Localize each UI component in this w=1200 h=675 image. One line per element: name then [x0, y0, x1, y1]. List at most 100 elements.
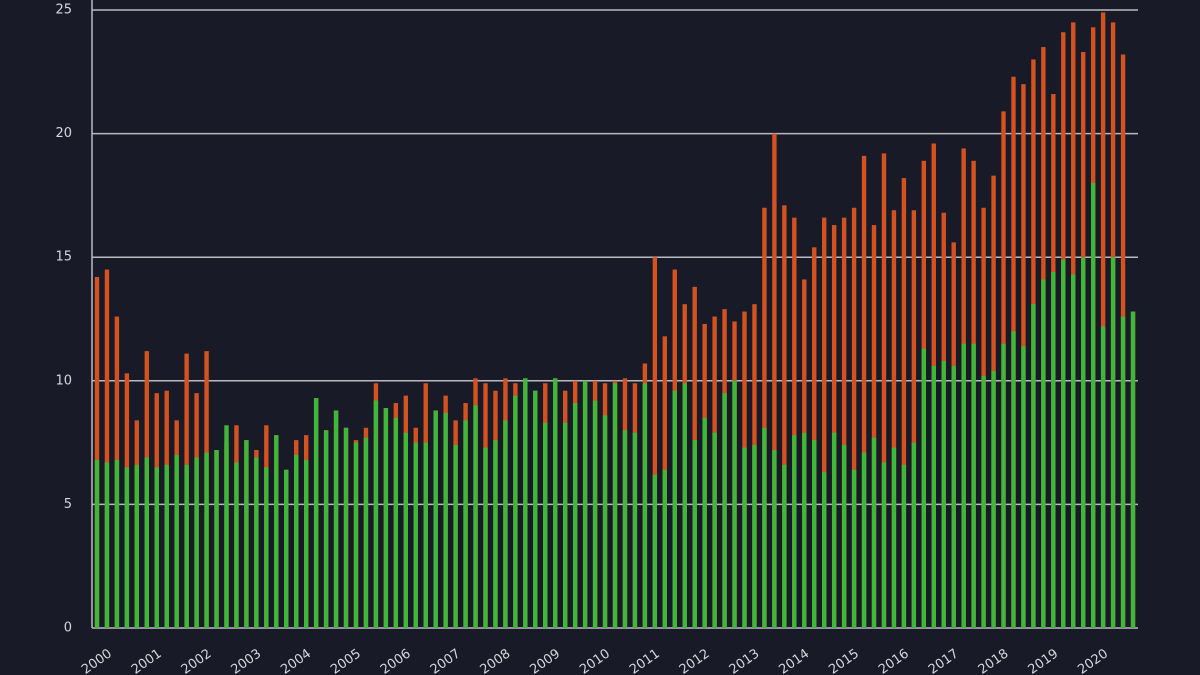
bar [1011, 331, 1016, 628]
x-tick-label: 2010 [577, 646, 613, 675]
bar [851, 207, 857, 628]
bar [841, 217, 847, 628]
bar [881, 153, 887, 628]
bar [234, 462, 239, 628]
x-tick-label: 2016 [876, 646, 912, 675]
bar [553, 378, 558, 628]
bar [762, 427, 767, 628]
bar [891, 447, 897, 628]
bar [513, 395, 518, 628]
bar [991, 370, 996, 628]
bar [313, 398, 319, 628]
bar [104, 462, 110, 628]
bar [652, 474, 658, 628]
bar [792, 435, 797, 628]
bar [762, 207, 767, 628]
x-tick-label: 2013 [727, 646, 763, 675]
bar [802, 432, 807, 628]
x-tick-label: 2003 [229, 646, 265, 675]
bar [503, 420, 508, 628]
x-tick-label: 2014 [776, 646, 812, 675]
x-tick-label: 2011 [627, 646, 663, 675]
bar [353, 442, 359, 628]
bar [911, 442, 917, 628]
bar [921, 348, 927, 628]
bar [961, 343, 966, 628]
bar [772, 133, 777, 628]
y-tick-label: 15 [55, 250, 72, 265]
bar [891, 210, 897, 628]
y-tick-label: 0 [64, 621, 72, 636]
bar [772, 450, 777, 628]
bar [822, 472, 827, 628]
x-tick-label: 2000 [79, 646, 115, 675]
bar [851, 469, 857, 628]
bar [463, 420, 468, 628]
bar [682, 383, 687, 628]
bar [124, 467, 130, 628]
x-tick-label: 2012 [677, 646, 713, 675]
y-tick-label: 20 [55, 126, 72, 141]
x-tick-label: 2005 [328, 646, 364, 675]
bar [901, 464, 907, 628]
x-tick-label: 2020 [1075, 646, 1111, 675]
bar [592, 400, 598, 628]
bar [294, 454, 299, 628]
x-tick-label: 2001 [129, 646, 165, 675]
bar [572, 403, 578, 628]
bar [672, 390, 677, 628]
bar [373, 400, 379, 628]
bar [244, 440, 249, 628]
y-tick-label: 25 [55, 3, 72, 18]
bar [861, 452, 867, 628]
bar [951, 365, 956, 628]
bar [443, 412, 448, 628]
bar [224, 425, 229, 628]
bar [931, 365, 936, 628]
bar [742, 447, 747, 628]
bar [533, 390, 538, 628]
bar [812, 247, 817, 628]
bar [363, 437, 369, 628]
bar [184, 464, 189, 628]
x-tick-label: 2015 [826, 646, 862, 675]
bar [562, 422, 568, 628]
bar [154, 467, 159, 628]
bar [493, 440, 498, 628]
bar [174, 454, 179, 628]
x-tick-label: 2004 [278, 646, 314, 675]
bar [164, 464, 169, 628]
bar [543, 422, 548, 628]
bar [822, 217, 827, 628]
bar [114, 459, 120, 628]
bar [871, 225, 877, 628]
bar [134, 464, 140, 628]
bar [1001, 343, 1006, 628]
bar [981, 375, 986, 628]
bar [841, 445, 847, 628]
bar [1100, 12, 1106, 629]
x-tick-label: 2008 [478, 646, 514, 675]
bar [812, 440, 817, 628]
bar [214, 450, 219, 628]
bar [343, 427, 349, 628]
bar [582, 380, 588, 628]
bar [1021, 346, 1026, 628]
bar [941, 361, 946, 628]
bar [782, 464, 787, 628]
bar [453, 445, 458, 628]
bar [194, 457, 199, 628]
bar [1081, 257, 1086, 628]
bar [792, 217, 797, 628]
x-tick-label: 2018 [976, 646, 1012, 675]
bar [881, 462, 887, 628]
y-tick-label: 10 [55, 373, 72, 388]
bar [473, 405, 478, 628]
bar [642, 383, 648, 628]
bar [94, 459, 100, 628]
bar [104, 269, 110, 628]
bar [323, 430, 329, 628]
bar [254, 457, 259, 628]
bar [752, 445, 757, 628]
bar [383, 407, 389, 628]
